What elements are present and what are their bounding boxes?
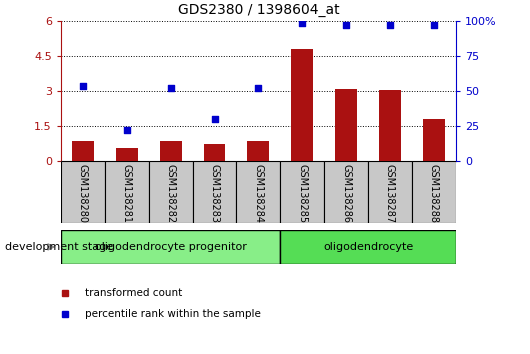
Point: [122, 127, 131, 133]
Text: percentile rank within the sample: percentile rank within the sample: [85, 309, 261, 319]
Bar: [192, 161, 236, 223]
Point: [430, 23, 438, 28]
Bar: [149, 161, 192, 223]
Text: GSM138287: GSM138287: [385, 164, 395, 223]
Text: transformed count: transformed count: [85, 288, 182, 298]
Bar: [116, 148, 138, 161]
Point: [386, 23, 394, 28]
Text: oligodendrocyte: oligodendrocyte: [323, 242, 413, 252]
Bar: [280, 230, 456, 264]
Point: [166, 86, 175, 91]
Bar: [160, 141, 182, 161]
Text: GSM138285: GSM138285: [297, 164, 307, 223]
Bar: [412, 161, 456, 223]
Bar: [204, 144, 225, 161]
Bar: [61, 230, 280, 264]
Point: [298, 20, 306, 25]
Text: development stage: development stage: [5, 242, 113, 252]
Bar: [280, 161, 324, 223]
Point: [342, 23, 350, 28]
Bar: [61, 161, 105, 223]
Text: oligodendrocyte progenitor: oligodendrocyte progenitor: [95, 242, 246, 252]
Bar: [105, 161, 149, 223]
Text: GSM138280: GSM138280: [78, 164, 88, 223]
Text: GSM138283: GSM138283: [209, 164, 219, 223]
Text: GSM138286: GSM138286: [341, 164, 351, 223]
Title: GDS2380 / 1398604_at: GDS2380 / 1398604_at: [178, 4, 339, 17]
Bar: [72, 141, 94, 161]
Text: GSM138284: GSM138284: [253, 164, 263, 223]
Bar: [292, 49, 313, 161]
Bar: [379, 90, 401, 161]
Bar: [368, 161, 412, 223]
Point: [254, 86, 263, 91]
Point: [210, 116, 219, 122]
Bar: [324, 161, 368, 223]
Bar: [236, 161, 280, 223]
Bar: [335, 89, 357, 161]
Text: GSM138281: GSM138281: [122, 164, 132, 223]
Bar: [248, 141, 269, 161]
Text: GSM138288: GSM138288: [429, 164, 439, 223]
Point: [78, 83, 87, 88]
Bar: [423, 119, 445, 161]
Text: GSM138282: GSM138282: [166, 164, 175, 223]
